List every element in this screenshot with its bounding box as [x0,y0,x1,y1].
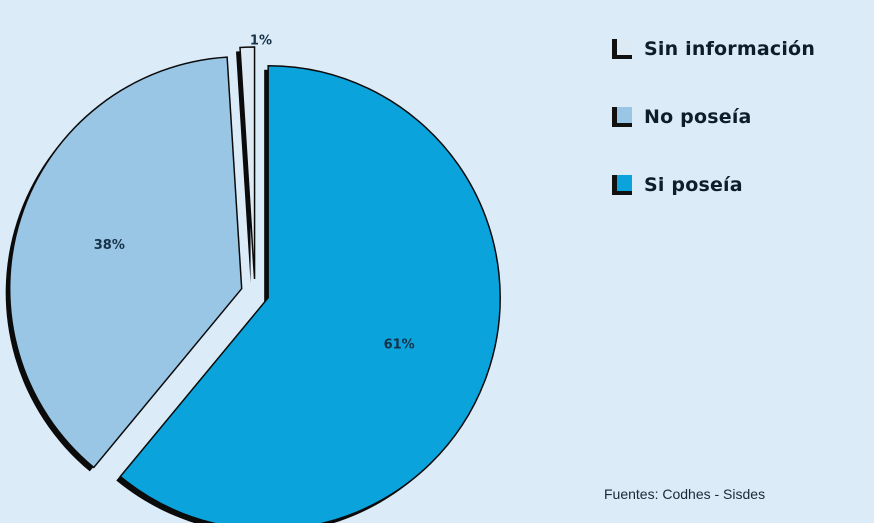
legend-item-si-poseia: Si poseía [612,170,815,200]
legend-item-no-poseia: No poseía [612,102,815,132]
legend-item-sin-informacion: Sin información [612,34,815,64]
slice-label-no-poseia: 38% [94,238,125,253]
legend-swatch-sin-informacion [612,39,632,59]
legend-label-sin-informacion: Sin información [644,38,816,60]
source-note: Fuentes: Codhes - Sisdes [604,486,766,502]
legend-swatch-si-poseia [612,175,632,195]
legend: Sin información No poseía Si poseía [612,34,815,238]
slice-label-sin-informacion: 1% [250,34,272,49]
pie-slice-si-poseia [119,64,501,523]
legend-swatch-no-poseia [612,107,632,127]
legend-label-no-poseia: No poseía [644,106,752,128]
legend-label-si-poseia: Si poseía [644,174,743,196]
pie-slice-no-poseia [8,56,243,469]
pie-slice-sin-informacion [239,46,256,280]
slice-label-si-poseia: 61% [384,337,415,352]
